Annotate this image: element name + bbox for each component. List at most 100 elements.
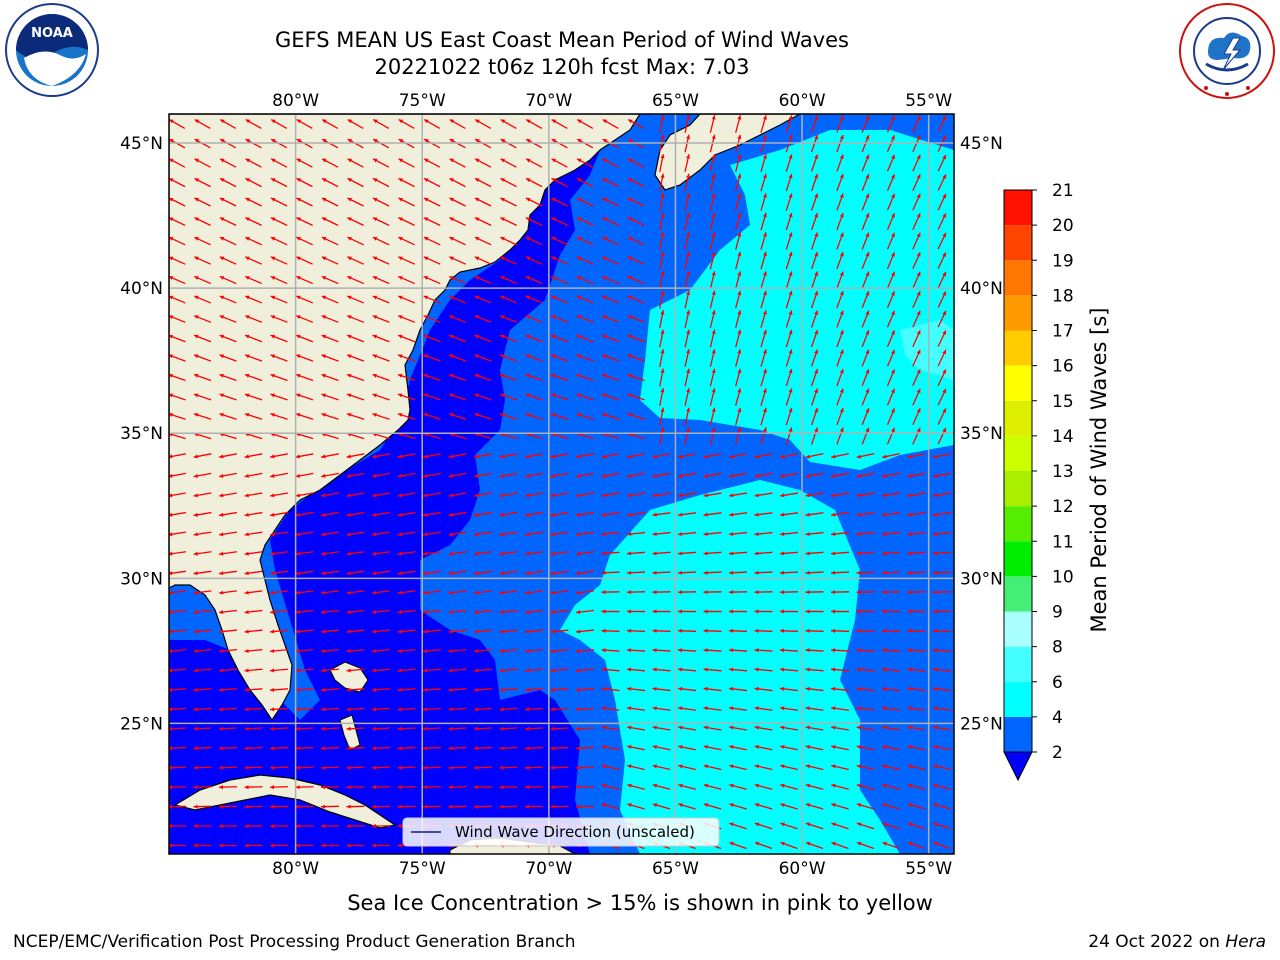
wind-wave-arrow-head [550, 512, 555, 517]
wind-wave-arrow-head [500, 197, 505, 202]
wind-wave-arrow-head [194, 197, 199, 202]
colorbar-segment [1004, 611, 1032, 647]
wind-wave-arrow-head [737, 232, 742, 237]
wind-wave-arrow-head [627, 570, 632, 575]
wind-wave-arrow-head [321, 413, 326, 417]
wind-wave-arrow-head [788, 427, 793, 432]
wind-wave-arrow-head [703, 667, 708, 672]
wind-wave-arrow-head [525, 197, 531, 202]
wind-wave-arrow-head [321, 648, 326, 654]
map-gridlines [169, 114, 954, 854]
lat-tick-label-right: 25°N [960, 714, 1003, 734]
wind-wave-arrow-head [754, 609, 759, 614]
wind-wave-arrow-head [474, 629, 479, 634]
wind-wave-arrow-head [814, 212, 819, 218]
wind-wave-arrow-head [525, 785, 530, 790]
wind-wave-arrow-head [169, 551, 173, 556]
wind-wave-arrow-head [550, 746, 555, 751]
wind-wave-arrow-head [762, 115, 767, 120]
wind-wave-arrow-head [550, 629, 555, 634]
wind-wave-arrow-head [551, 197, 556, 202]
wind-wave-arrow-head [321, 334, 327, 339]
wind-wave-arrow-head [193, 785, 198, 790]
wind-wave-arrow-head [839, 115, 844, 121]
wind-wave-arrow-head [882, 551, 887, 556]
wind-wave-arrow-head [660, 368, 665, 373]
wind-wave-arrow-head [754, 686, 759, 691]
wind-wave-arrow-head [398, 237, 403, 241]
wind-wave-arrow-head [814, 310, 819, 315]
wind-wave-arrow-head [576, 237, 582, 241]
wind-wave-arrow-head [678, 803, 683, 808]
wind-wave-arrow-head [245, 315, 250, 320]
wind-wave-arrow-head [321, 237, 327, 241]
wind-wave-arrow-head [882, 745, 887, 750]
wind-wave-arrow-head [219, 746, 224, 751]
wind-wave-arrow-head [839, 232, 844, 238]
wind-wave-arrow-head [602, 295, 607, 300]
wind-wave-arrow-head [660, 134, 665, 139]
wind-wave-arrow-head [831, 570, 836, 575]
wind-wave-arrow-head [245, 295, 250, 300]
wind-wave-arrow-head [627, 686, 632, 691]
colorbar-tick-label: 10 [1052, 567, 1074, 587]
wind-wave-arrow-head [474, 668, 479, 673]
wind-wave-arrow-head [652, 725, 657, 730]
wind-wave-arrow-head [576, 668, 581, 673]
wind-wave-arrow-head [245, 237, 250, 241]
wind-wave-arrow-head [448, 610, 453, 615]
wind-wave-arrow-head [321, 512, 326, 517]
wind-wave-arrow-head [551, 295, 556, 300]
wind-wave-arrow-head [169, 158, 174, 163]
wind-wave-arrow-head [372, 571, 377, 576]
wind-wave-arrow-head [423, 256, 429, 261]
wind-wave-arrow-head [169, 804, 173, 809]
wind-wave-arrow-head [678, 551, 683, 556]
wind-wave-arrow-head [660, 427, 665, 432]
wind-wave-arrow-head [907, 686, 912, 691]
wind-wave-arrow-head [678, 512, 683, 517]
wind-wave-arrow-head [551, 178, 556, 183]
wind-wave-arrow-head [711, 427, 716, 432]
wind-wave-arrow-head [372, 726, 377, 731]
wind-wave-arrow-head [169, 139, 174, 143]
wind-wave-arrow-head [244, 629, 249, 634]
wind-wave-arrow-head [169, 765, 173, 770]
wind-wave-arrow-head [755, 841, 760, 846]
wind-wave-arrow-head [916, 369, 921, 374]
wind-wave-arrow-head [448, 590, 453, 595]
wind-wave-arrow-head [627, 237, 633, 241]
wind-wave-arrow-head [686, 329, 691, 335]
wind-wave-arrow-head [169, 217, 174, 222]
wind-wave-arrow-head [193, 687, 198, 692]
wind-wave-arrow-head [856, 725, 861, 730]
wind-wave-arrow-head [474, 217, 480, 222]
wind-wave-arrow-head [270, 217, 276, 222]
wind-wave-arrow-head [296, 217, 301, 222]
wind-wave-arrow-head [347, 373, 352, 378]
wind-wave-arrow-head [193, 393, 199, 398]
wind-wave-arrow-head [737, 407, 742, 413]
wind-wave-arrow-head [244, 785, 249, 790]
wind-wave-arrow-head [942, 349, 946, 355]
wind-wave-arrow-head [550, 668, 555, 673]
wind-wave-arrow-head [245, 334, 250, 339]
wind-wave-arrow-head [550, 473, 555, 478]
wind-wave-arrow-head [346, 610, 351, 615]
lat-tick-label-right: 45°N [960, 134, 1003, 154]
wind-wave-arrow-head [576, 393, 581, 398]
wind-wave-arrow-head [550, 571, 555, 576]
wind-wave-arrow-head [814, 407, 819, 413]
wind-wave-arrow-head [194, 295, 199, 300]
wind-wave-arrow-head [788, 212, 793, 218]
wind-wave-arrow-head [652, 590, 657, 595]
wind-wave-arrow-head [372, 256, 378, 261]
wind-wave-arrow-head [907, 493, 912, 498]
wind-wave-arrow-head [831, 706, 836, 711]
wind-wave-arrow-head [499, 687, 504, 692]
wind-wave-arrow-head [729, 706, 734, 711]
wind-wave-arrow-head [474, 178, 480, 183]
wind-wave-arrow-head [550, 765, 555, 770]
wind-wave-arrow-head [448, 668, 453, 673]
wind-wave-arrow-head [346, 804, 351, 809]
